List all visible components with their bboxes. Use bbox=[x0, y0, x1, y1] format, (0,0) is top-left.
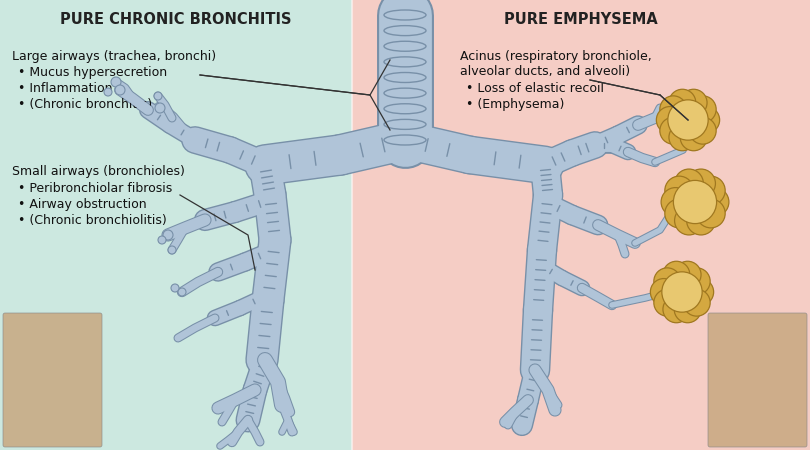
Circle shape bbox=[654, 268, 680, 295]
Circle shape bbox=[689, 117, 716, 144]
Circle shape bbox=[163, 230, 173, 240]
Circle shape bbox=[669, 89, 696, 116]
Circle shape bbox=[689, 96, 716, 123]
Circle shape bbox=[104, 88, 112, 96]
Ellipse shape bbox=[384, 135, 426, 145]
Circle shape bbox=[667, 100, 708, 140]
Circle shape bbox=[680, 124, 707, 151]
Ellipse shape bbox=[384, 41, 426, 51]
Text: • Loss of elastic recoil: • Loss of elastic recoil bbox=[466, 82, 604, 95]
Ellipse shape bbox=[384, 57, 426, 67]
FancyBboxPatch shape bbox=[3, 313, 102, 447]
Circle shape bbox=[675, 169, 703, 198]
Circle shape bbox=[155, 103, 165, 113]
Ellipse shape bbox=[384, 119, 426, 130]
Text: • Peribronchiolar fibrosis: • Peribronchiolar fibrosis bbox=[18, 182, 173, 195]
Circle shape bbox=[674, 296, 701, 323]
Text: PURE CHRONIC BRONCHITIS: PURE CHRONIC BRONCHITIS bbox=[61, 12, 292, 27]
Text: Large airways (trachea, bronchi): Large airways (trachea, bronchi) bbox=[12, 50, 216, 63]
FancyBboxPatch shape bbox=[708, 313, 807, 447]
Circle shape bbox=[171, 284, 179, 292]
Bar bbox=[0, 0, 352, 450]
Circle shape bbox=[697, 176, 725, 205]
Text: • Airway obstruction: • Airway obstruction bbox=[18, 198, 147, 211]
Bar bbox=[352, 0, 810, 450]
Circle shape bbox=[168, 246, 176, 254]
Circle shape bbox=[684, 268, 710, 295]
Circle shape bbox=[674, 261, 701, 288]
Circle shape bbox=[111, 77, 121, 87]
Ellipse shape bbox=[384, 26, 426, 36]
Circle shape bbox=[675, 206, 703, 235]
Text: • (Chronic bronchiolitis): • (Chronic bronchiolitis) bbox=[18, 214, 167, 227]
Circle shape bbox=[661, 188, 690, 216]
Ellipse shape bbox=[384, 10, 426, 20]
Circle shape bbox=[654, 289, 680, 316]
Circle shape bbox=[663, 261, 690, 288]
Circle shape bbox=[656, 107, 684, 134]
Circle shape bbox=[679, 185, 711, 219]
Text: • Inflammation: • Inflammation bbox=[18, 82, 113, 95]
Text: Small airways (bronchioles): Small airways (bronchioles) bbox=[12, 165, 185, 178]
Ellipse shape bbox=[384, 88, 426, 98]
Text: PURE EMPHYSEMA: PURE EMPHYSEMA bbox=[505, 12, 658, 27]
Ellipse shape bbox=[384, 72, 426, 82]
Circle shape bbox=[667, 277, 697, 307]
Circle shape bbox=[665, 176, 693, 205]
Circle shape bbox=[650, 279, 677, 306]
Circle shape bbox=[660, 96, 687, 123]
Circle shape bbox=[178, 288, 186, 296]
Circle shape bbox=[158, 236, 166, 244]
Text: • (Emphysema): • (Emphysema) bbox=[466, 98, 565, 111]
Circle shape bbox=[684, 289, 710, 316]
Circle shape bbox=[687, 169, 715, 198]
Text: • (Chronic bronchitis): • (Chronic bronchitis) bbox=[18, 98, 152, 111]
Circle shape bbox=[663, 296, 690, 323]
Circle shape bbox=[669, 124, 696, 151]
Circle shape bbox=[693, 107, 719, 134]
Text: Acinus (respiratory bronchiole,
alveolar ducts, and alveoli): Acinus (respiratory bronchiole, alveolar… bbox=[460, 50, 652, 78]
Ellipse shape bbox=[384, 104, 426, 114]
Circle shape bbox=[672, 104, 703, 135]
Circle shape bbox=[687, 279, 714, 306]
Circle shape bbox=[680, 89, 707, 116]
Circle shape bbox=[662, 272, 702, 312]
Circle shape bbox=[697, 199, 725, 228]
Circle shape bbox=[660, 117, 687, 144]
Circle shape bbox=[154, 92, 162, 100]
Circle shape bbox=[665, 199, 693, 228]
Text: • Mucus hypersecretion: • Mucus hypersecretion bbox=[18, 66, 167, 79]
Circle shape bbox=[700, 188, 729, 216]
Circle shape bbox=[115, 85, 125, 95]
Circle shape bbox=[673, 180, 717, 224]
Circle shape bbox=[687, 206, 715, 235]
